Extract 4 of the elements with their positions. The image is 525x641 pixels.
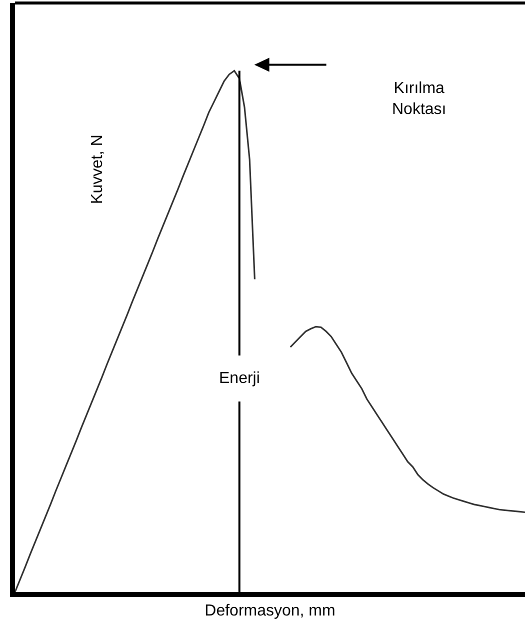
y-axis-title: Kuvvet, N bbox=[88, 134, 106, 204]
text: Enerji bbox=[219, 370, 260, 387]
annotation: Kırılma Noktası bbox=[392, 80, 446, 118]
x-axis-title: Deformasyon, mm bbox=[204, 602, 336, 620]
